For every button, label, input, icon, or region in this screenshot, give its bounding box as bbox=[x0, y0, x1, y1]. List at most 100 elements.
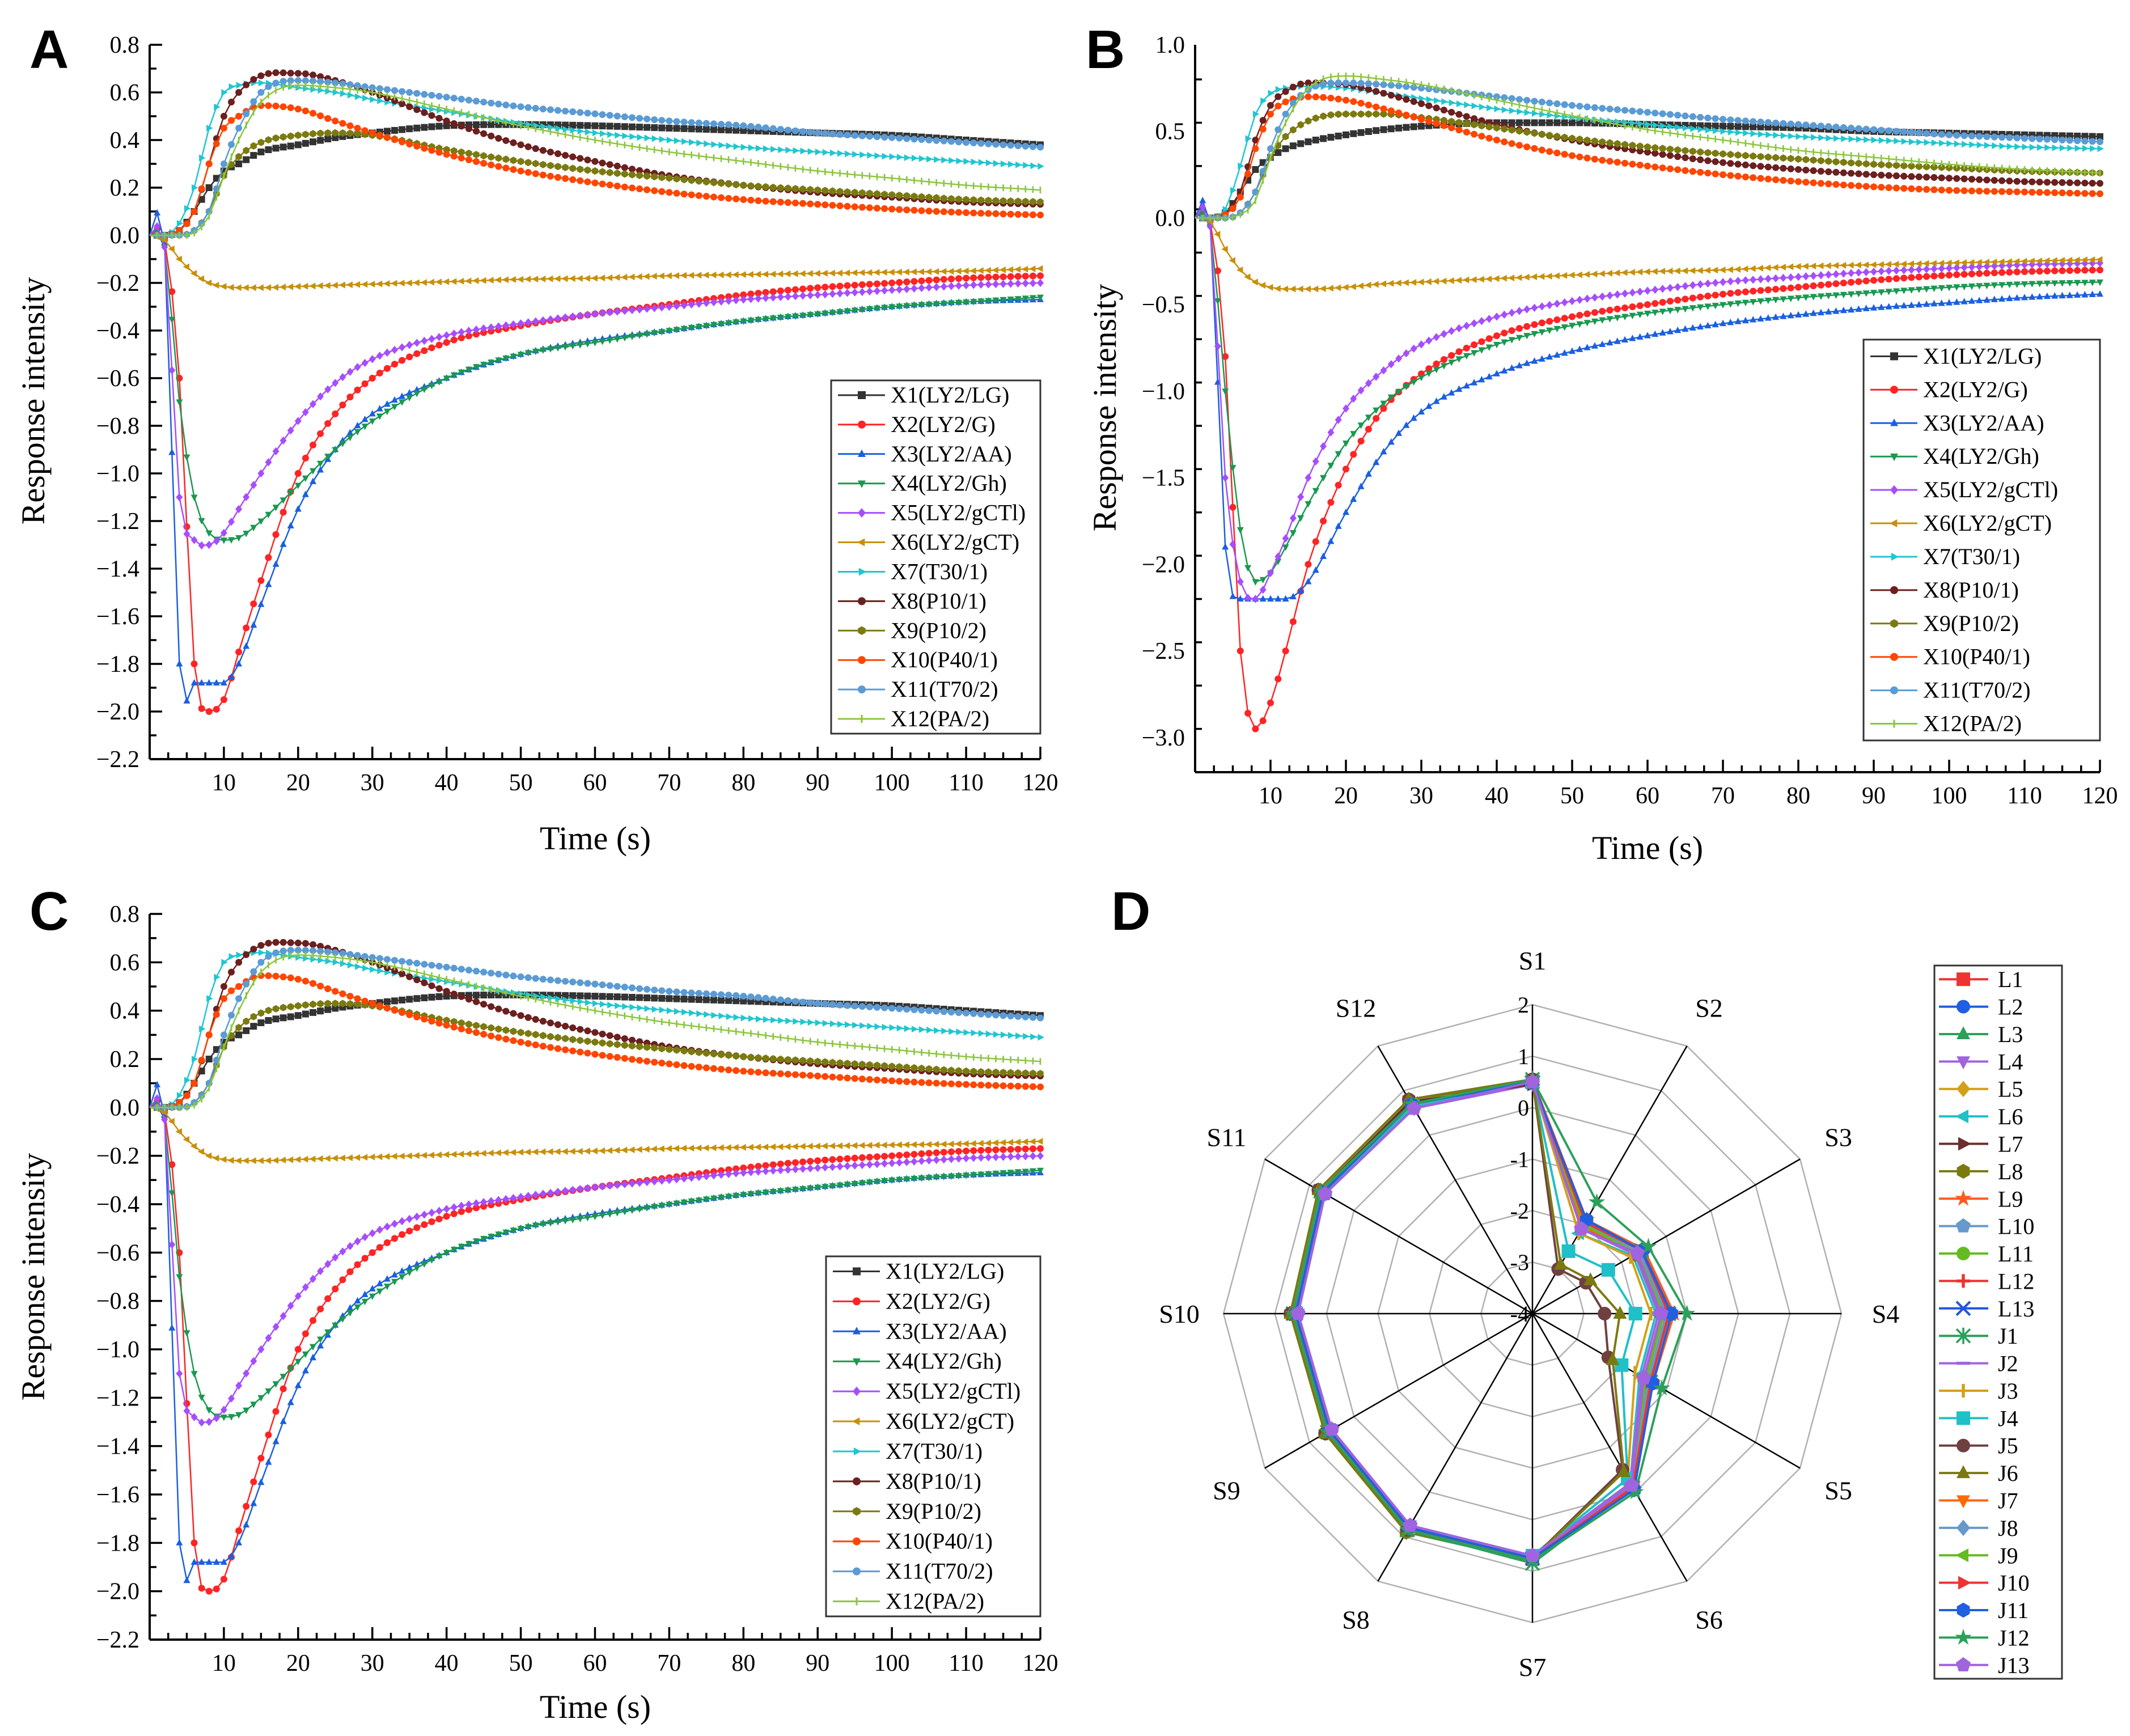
data-point bbox=[1953, 284, 1960, 291]
data-point bbox=[1713, 127, 1720, 134]
data-point bbox=[844, 1060, 851, 1068]
data-point bbox=[911, 1157, 918, 1166]
data-point bbox=[814, 1072, 821, 1079]
data-point bbox=[1734, 172, 1742, 180]
data-point bbox=[1674, 112, 1682, 119]
data-point bbox=[821, 187, 829, 194]
data-point bbox=[183, 454, 190, 461]
data-point bbox=[1327, 79, 1335, 87]
data-point bbox=[502, 1149, 509, 1156]
data-point bbox=[1448, 359, 1455, 366]
data-point bbox=[680, 190, 688, 198]
data-point bbox=[317, 1305, 324, 1312]
data-point bbox=[696, 177, 702, 185]
data-point bbox=[480, 992, 488, 999]
data-point bbox=[1614, 315, 1621, 321]
data-point bbox=[761, 1144, 769, 1151]
data-point bbox=[1569, 313, 1576, 320]
data-point bbox=[310, 71, 317, 79]
data-point bbox=[903, 1078, 911, 1085]
data-point bbox=[755, 290, 762, 297]
data-point bbox=[628, 994, 636, 1001]
data-point bbox=[1546, 119, 1553, 126]
data-point bbox=[1606, 338, 1614, 346]
data-point bbox=[1908, 274, 1915, 281]
data-point bbox=[621, 1035, 628, 1043]
data-point bbox=[903, 192, 911, 200]
data-point bbox=[1395, 354, 1403, 363]
legend-item: X12(PA/2) bbox=[838, 706, 989, 731]
data-point bbox=[881, 286, 888, 295]
data-point bbox=[1720, 128, 1727, 135]
data-point bbox=[1892, 184, 1900, 192]
data-point bbox=[502, 355, 510, 362]
data-point bbox=[1750, 130, 1758, 137]
data-point bbox=[1312, 93, 1319, 100]
data-point bbox=[911, 1006, 918, 1013]
data-point bbox=[629, 1004, 636, 1011]
data-point bbox=[332, 959, 340, 966]
data-point bbox=[1848, 269, 1855, 277]
legend-label: X12(PA/2) bbox=[1923, 711, 2022, 736]
data-point bbox=[406, 341, 413, 349]
data-point bbox=[1742, 265, 1748, 273]
data-point bbox=[1229, 257, 1235, 264]
data-point bbox=[740, 295, 747, 304]
data-point bbox=[1750, 316, 1757, 323]
data-point bbox=[911, 1078, 918, 1086]
data-point bbox=[666, 1007, 674, 1014]
legend-box bbox=[825, 1255, 1041, 1618]
data-point bbox=[947, 300, 955, 307]
data-point bbox=[925, 302, 933, 308]
data-point bbox=[977, 1171, 985, 1178]
data-point bbox=[896, 1176, 903, 1184]
data-point bbox=[881, 1159, 888, 1168]
data-point bbox=[287, 142, 294, 150]
data-point bbox=[391, 997, 399, 1005]
data-point bbox=[228, 1394, 235, 1403]
data-point bbox=[547, 976, 554, 984]
data-point bbox=[858, 1154, 866, 1161]
data-point bbox=[605, 274, 613, 281]
data-point bbox=[1014, 1152, 1022, 1161]
data-point bbox=[324, 949, 332, 956]
legend-label: X10(P40/1) bbox=[891, 647, 998, 672]
data-point bbox=[1674, 146, 1681, 154]
data-point bbox=[1365, 470, 1372, 477]
data-point bbox=[577, 109, 584, 116]
data-point bbox=[294, 283, 301, 290]
data-point bbox=[547, 106, 554, 113]
data-point bbox=[435, 1216, 443, 1223]
data-point bbox=[1900, 128, 1908, 136]
data-point bbox=[1441, 98, 1448, 105]
data-point bbox=[317, 78, 324, 85]
data-point bbox=[369, 1229, 376, 1238]
radar-axis-label: S10 bbox=[1159, 1299, 1200, 1328]
data-point bbox=[1000, 1069, 1007, 1077]
data-point bbox=[932, 268, 939, 275]
data-point bbox=[168, 448, 176, 455]
data-point bbox=[265, 939, 272, 947]
data-point bbox=[332, 89, 340, 96]
legend-item: X10(P40/1) bbox=[833, 1528, 993, 1554]
data-point bbox=[985, 1011, 992, 1018]
data-point bbox=[756, 1015, 763, 1023]
legend-item: X11(T70/2) bbox=[838, 676, 998, 702]
data-point bbox=[674, 1008, 681, 1015]
data-point bbox=[176, 1099, 183, 1106]
y-tick-label: −1.4 bbox=[96, 1434, 139, 1460]
data-point bbox=[1976, 270, 1983, 277]
data-point bbox=[228, 1414, 235, 1421]
data-point bbox=[815, 149, 822, 155]
data-point bbox=[458, 328, 465, 336]
data-point bbox=[643, 124, 651, 131]
data-point bbox=[332, 379, 339, 387]
data-point bbox=[784, 1187, 791, 1194]
data-point bbox=[154, 1081, 161, 1087]
data-point bbox=[243, 146, 249, 155]
data-point bbox=[1659, 145, 1666, 153]
radar-axis-line bbox=[1532, 1158, 1801, 1315]
data-point bbox=[450, 1210, 458, 1217]
data-point bbox=[1274, 595, 1282, 602]
data-point bbox=[725, 1193, 732, 1200]
